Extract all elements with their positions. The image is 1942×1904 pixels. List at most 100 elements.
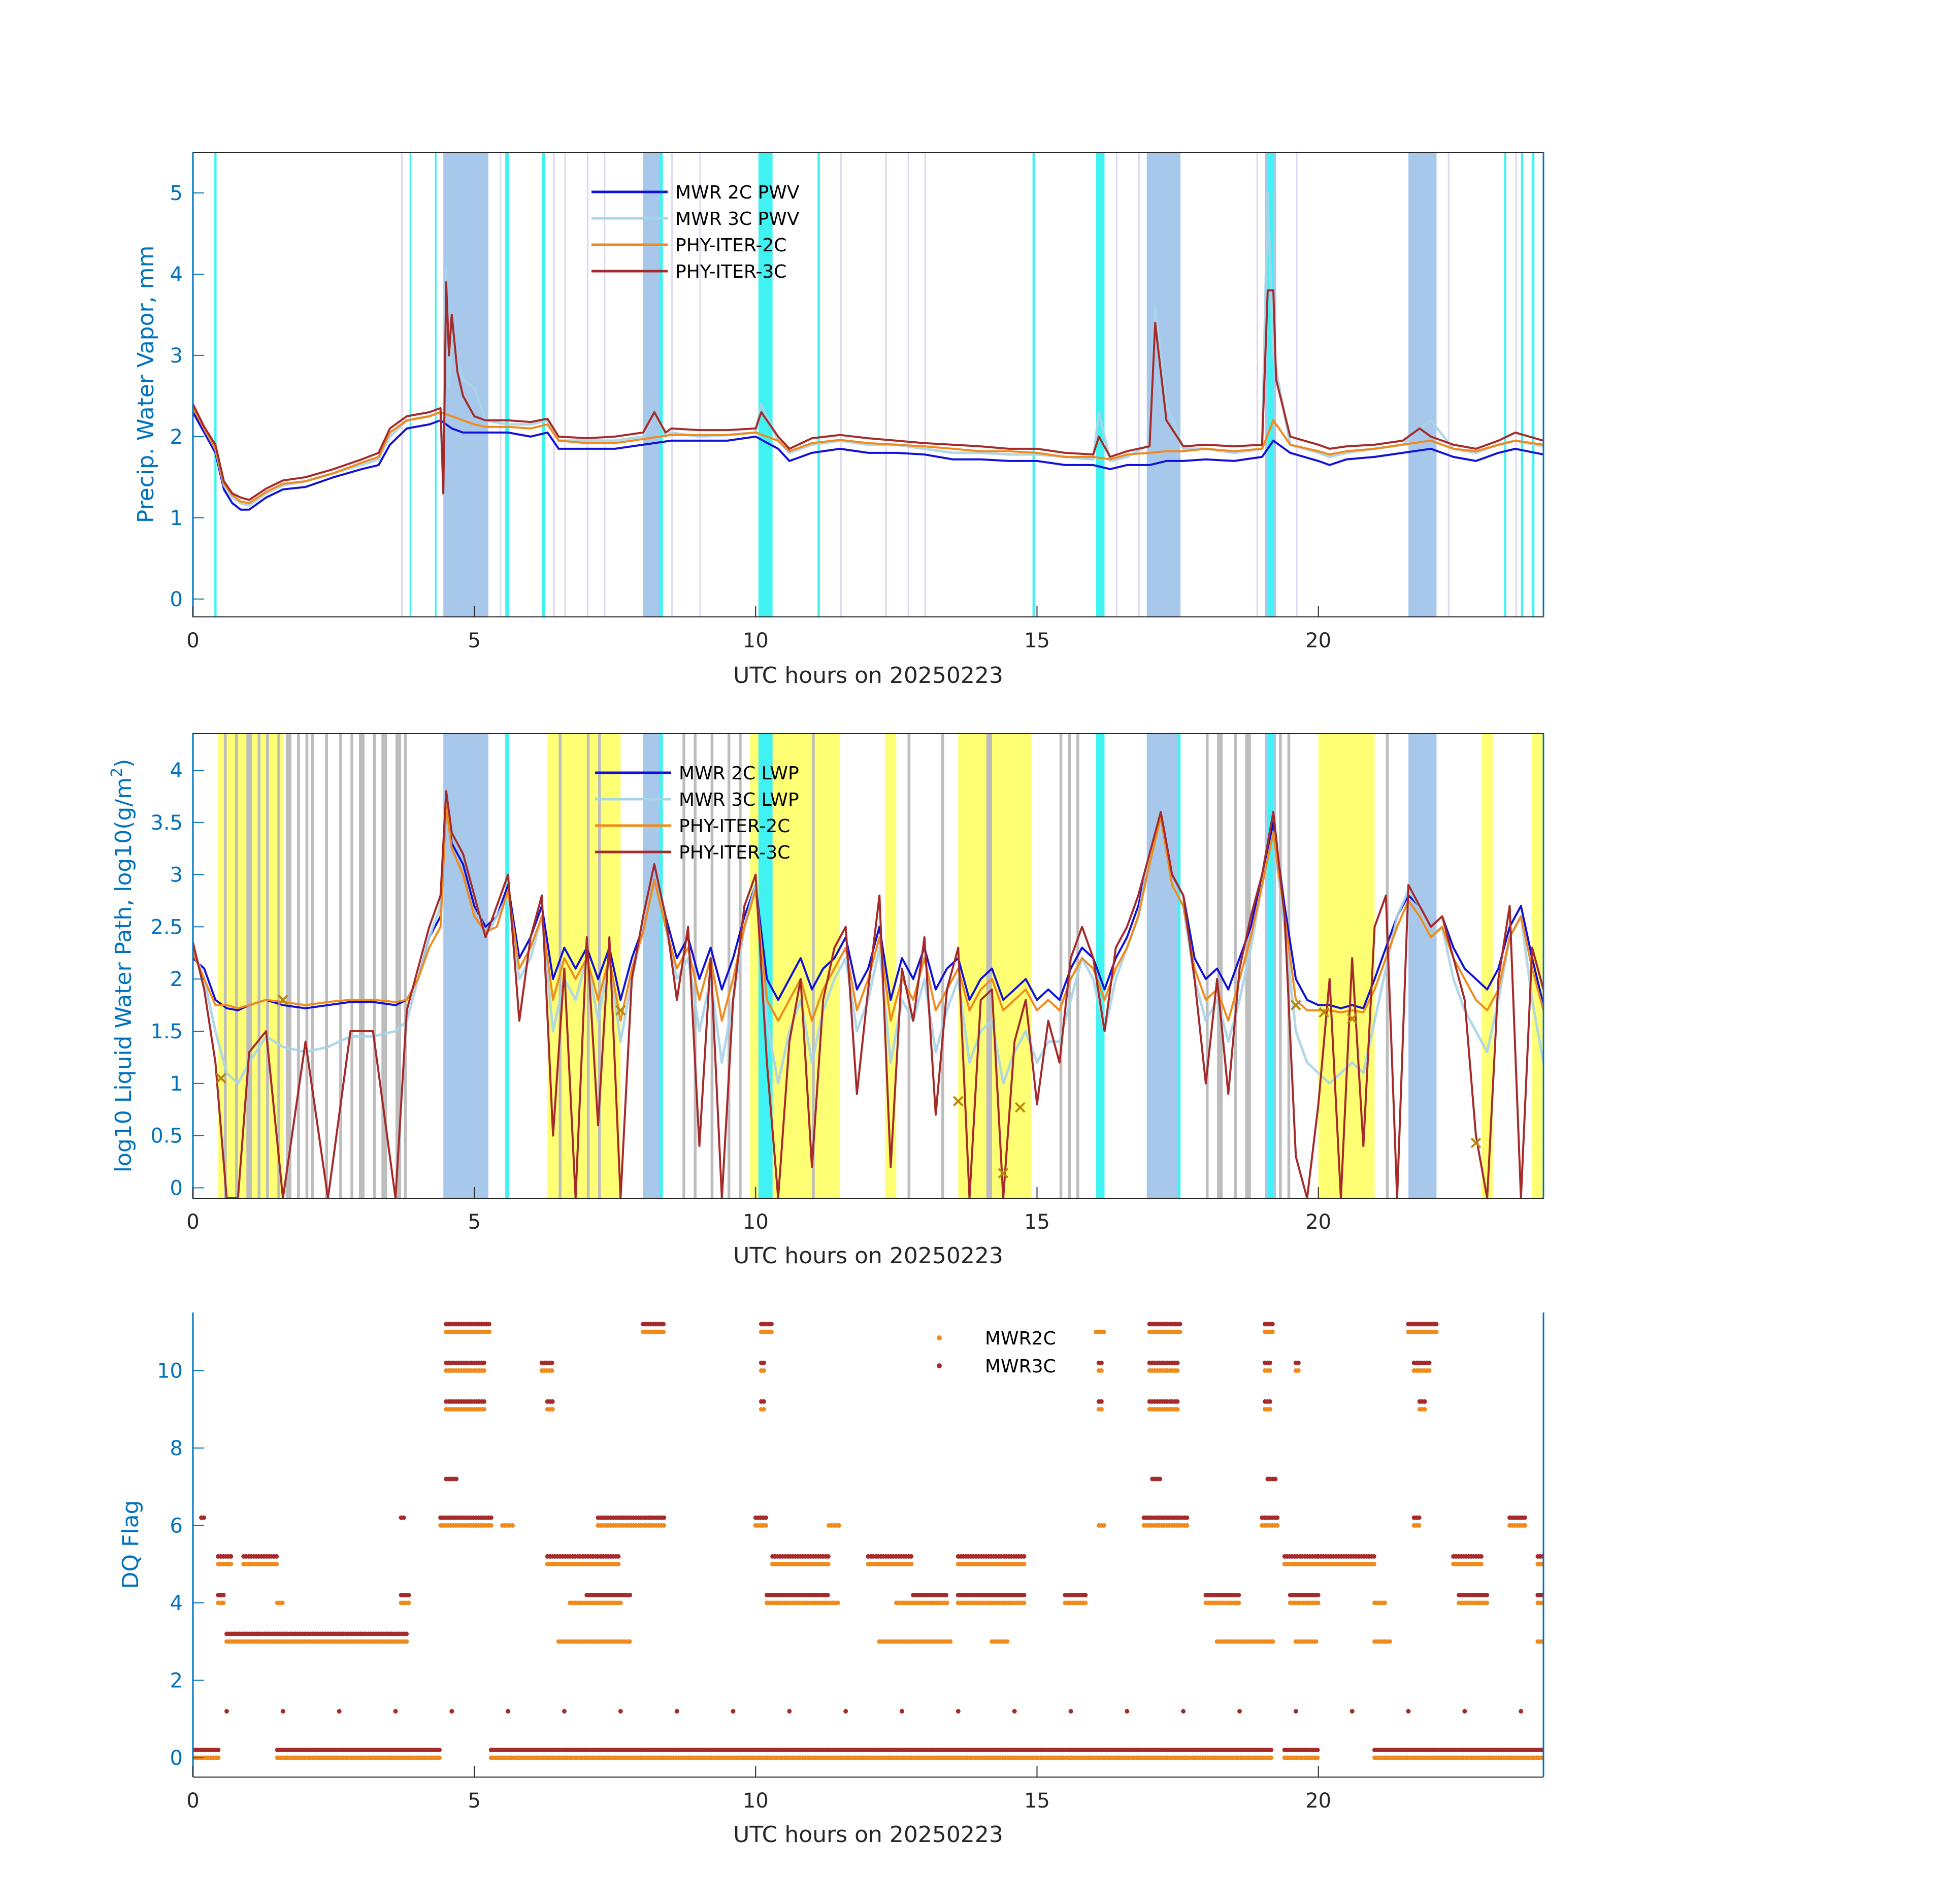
dq-point-mwr2c bbox=[1236, 1600, 1241, 1605]
dq-point-mwr3c bbox=[1158, 1476, 1163, 1482]
pwv-series-mwr-3c-pwv bbox=[193, 191, 1543, 507]
pwv-shade-lavender bbox=[1256, 152, 1259, 617]
lwp-shade-gray bbox=[1059, 734, 1063, 1198]
pwv-shade-cyan bbox=[1032, 152, 1035, 617]
lwp-y-tick-label: 2 bbox=[170, 968, 183, 991]
dq-point-mwr2c bbox=[510, 1523, 515, 1528]
dq-point-mwr3c bbox=[1175, 1360, 1180, 1365]
lwp-shade-gray bbox=[381, 734, 387, 1198]
dq-point-mwr2c bbox=[662, 1523, 667, 1528]
dq-point-mwr3c bbox=[202, 1515, 207, 1520]
lwp-shade-gray bbox=[598, 734, 601, 1198]
dq-point-mwr3c bbox=[280, 1709, 285, 1714]
lwp-shade-gray bbox=[1206, 734, 1209, 1198]
dq-point-mwr2c bbox=[1485, 1600, 1490, 1605]
lwp-shade-cyan bbox=[660, 734, 663, 1198]
dq-point-mwr2c bbox=[1101, 1329, 1106, 1334]
lwp-x-marker-stroke bbox=[998, 1168, 1009, 1179]
dq-point-mwr3c bbox=[550, 1399, 555, 1404]
dq-point-mwr3c bbox=[449, 1709, 454, 1714]
dq-y-tick-label: 4 bbox=[170, 1592, 183, 1615]
dq-point-mwr3c bbox=[769, 1322, 774, 1327]
dq-point-mwr2c bbox=[487, 1329, 491, 1334]
dq-point-mwr2c bbox=[1371, 1562, 1376, 1567]
lwp-x-marker bbox=[615, 1005, 626, 1016]
pwv-x-ticks: 0 5 10 15 20 bbox=[186, 606, 1331, 652]
lwp-shade-gray bbox=[277, 734, 280, 1198]
dq-point-mwr3c bbox=[1293, 1709, 1298, 1714]
lwp-x-marker-stroke bbox=[1346, 1013, 1358, 1024]
lwp-shade-gray bbox=[558, 734, 562, 1198]
pwv-y-tick-label: 3 bbox=[170, 344, 183, 368]
dq-y-ticks: 0 2 4 6 8 10 bbox=[157, 1359, 204, 1770]
lwp-y-tick-label: 3.5 bbox=[150, 811, 183, 835]
pwv-y-tick-label: 4 bbox=[170, 263, 183, 286]
dq-point-mwr2c bbox=[1022, 1562, 1027, 1567]
dq-point-mwr2c bbox=[404, 1639, 409, 1644]
dq-point-mwr2c bbox=[1434, 1329, 1439, 1334]
lwp-shade-yellow bbox=[885, 734, 897, 1198]
lwp-shade-gray bbox=[246, 734, 252, 1198]
dq-point-mwr3c bbox=[1427, 1360, 1432, 1365]
dq-point-mwr2c bbox=[835, 1600, 840, 1605]
dq-point-mwr3c bbox=[661, 1322, 666, 1327]
dq-point-mwr3c bbox=[618, 1709, 623, 1714]
lwp-shade-blue bbox=[1408, 734, 1437, 1198]
dq-legend-marker bbox=[937, 1363, 942, 1368]
lwp-shade-gray bbox=[739, 734, 742, 1198]
lwp-shade-yellow bbox=[1482, 734, 1493, 1198]
dq-point-mwr2c bbox=[1270, 1639, 1275, 1644]
pwv-shade-lavender bbox=[500, 152, 502, 617]
dq-point-mwr2c bbox=[769, 1329, 774, 1334]
lwp-panel: 0 5 10 15 20 0 0.5 1 1.5 2 2.5 3 3.5 4 UTC hours on … bbox=[108, 733, 1544, 1269]
dq-point-mwr2c bbox=[482, 1407, 487, 1412]
lwp-y-tick-label: 3 bbox=[170, 864, 183, 887]
dq-point-mwr3c bbox=[628, 1593, 633, 1598]
lwp-x-tick-label: 5 bbox=[468, 1210, 480, 1234]
dq-point-mwr2c bbox=[627, 1639, 632, 1644]
dq-point-mwr3c bbox=[1012, 1709, 1017, 1714]
lwp-x-marker bbox=[216, 1073, 226, 1084]
dq-point-mwr3c bbox=[488, 1515, 493, 1520]
pwv-shade-lavender bbox=[924, 152, 927, 617]
lwp-shade-gray bbox=[396, 734, 402, 1198]
pwv-legend-label: PHY-ITER-2C bbox=[675, 235, 786, 256]
lwp-x-marker bbox=[952, 1096, 964, 1107]
lwp-legend: MWR 2C LWP MWR 3C LWP PHY-ITER-2C PHY-ITER-… bbox=[595, 763, 799, 863]
dq-point-mwr2c bbox=[1270, 1329, 1275, 1334]
dq-point-mwr2c bbox=[1417, 1523, 1422, 1528]
pwv-shade-cyan bbox=[542, 152, 545, 617]
dq-point-mwr2c bbox=[1101, 1523, 1106, 1528]
dq-point-mwr3c bbox=[437, 1748, 442, 1753]
dq-point-mwr3c bbox=[506, 1709, 511, 1714]
dq-x-axis-label: UTC hours on 20250223 bbox=[733, 1822, 1003, 1848]
dq-point-mwr3c bbox=[1267, 1360, 1272, 1365]
dq-point-mwr3c bbox=[1422, 1399, 1427, 1404]
dq-point-mwr3c bbox=[761, 1399, 766, 1404]
dq-point-mwr3c bbox=[843, 1709, 848, 1714]
dq-point-mwr3c bbox=[1539, 1748, 1543, 1753]
lwp-shade-blue bbox=[1146, 734, 1181, 1198]
dq-x-tick-label: 20 bbox=[1305, 1789, 1331, 1813]
pwv-y-tick-label: 1 bbox=[170, 507, 183, 530]
dq-point-mwr3c bbox=[1177, 1322, 1182, 1327]
dq-point-mwr2c bbox=[549, 1368, 554, 1373]
dq-point-mwr2c bbox=[1315, 1600, 1321, 1605]
lwp-x-marker-stroke bbox=[1290, 1000, 1301, 1011]
dq-point-mwr2c bbox=[1175, 1368, 1180, 1373]
pwv-series-phy-iter-3c bbox=[193, 281, 1543, 501]
dq-point-mwr3c bbox=[1417, 1515, 1422, 1520]
lwp-shade-blue bbox=[443, 734, 488, 1198]
pwv-shade-cyan bbox=[817, 152, 820, 617]
pwv-x-tick-label: 5 bbox=[468, 629, 480, 652]
pwv-shade-lavender bbox=[564, 152, 566, 617]
pwv-shade-cyan bbox=[505, 152, 509, 617]
dq-y-tick-label: 2 bbox=[170, 1669, 183, 1692]
lwp-shade-yellow bbox=[958, 734, 1032, 1198]
lwp-y-tick-label: 1.5 bbox=[150, 1020, 183, 1043]
lwp-y-tick-label: 0 bbox=[170, 1176, 183, 1200]
dq-point-mwr3c bbox=[1406, 1709, 1411, 1714]
lwp-x-marker-stroke bbox=[277, 994, 288, 1005]
dq-point-mwr3c bbox=[763, 1515, 768, 1520]
pwv-shade-lavender bbox=[907, 152, 909, 617]
